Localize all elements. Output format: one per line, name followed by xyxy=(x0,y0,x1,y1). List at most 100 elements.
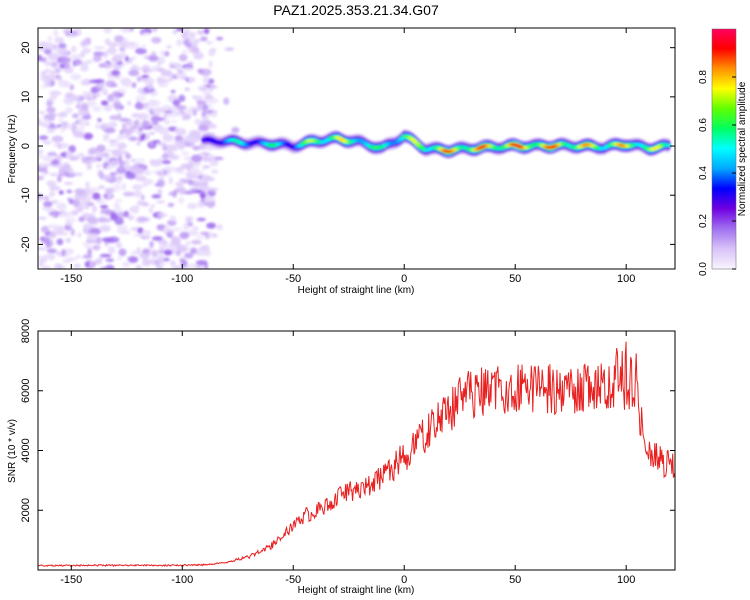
noise-cell xyxy=(54,36,62,44)
noise-cell xyxy=(191,154,203,163)
colorbar-band xyxy=(712,189,736,192)
noise-cell xyxy=(49,185,61,191)
noise-cell xyxy=(193,52,204,60)
noise-cell xyxy=(77,152,85,159)
noise-cell xyxy=(187,61,194,65)
colorbar-band xyxy=(712,123,736,126)
x-tick-label: -50 xyxy=(285,574,301,586)
colorbar-band xyxy=(712,119,736,122)
noise-cell xyxy=(128,136,138,142)
colorbar-band xyxy=(712,211,736,214)
colorbar-band xyxy=(712,105,736,108)
noise-cell xyxy=(41,173,46,178)
colorbar-band xyxy=(712,159,736,162)
noise-cell xyxy=(138,217,149,222)
noise-cell xyxy=(199,193,206,199)
noise-cell xyxy=(43,118,50,127)
heatmap-x-label: Height of straight line (km) xyxy=(298,285,415,296)
noise-cell xyxy=(167,143,174,151)
noise-cell xyxy=(165,45,173,49)
noise-cell xyxy=(58,190,64,195)
noise-cell xyxy=(206,222,217,229)
noise-cell xyxy=(70,53,82,60)
noise-cell xyxy=(119,77,132,86)
ridge-cell xyxy=(398,137,405,141)
noise-cell xyxy=(85,121,90,126)
noise-cell xyxy=(63,81,72,88)
noise-cell xyxy=(179,231,190,240)
noise-cell xyxy=(150,51,157,57)
colorbar-band xyxy=(712,93,736,96)
colorbar-band xyxy=(712,179,736,182)
noise-cell xyxy=(63,97,75,105)
noise-cell xyxy=(46,106,56,114)
noise-cell xyxy=(75,255,82,259)
colorbar-band xyxy=(712,265,736,268)
colorbar-band xyxy=(712,53,736,56)
noise-cell xyxy=(184,33,196,40)
noise-cell xyxy=(125,133,131,140)
noise-cell xyxy=(159,170,165,177)
noise-cell xyxy=(93,55,102,62)
noise-cell xyxy=(208,60,213,68)
colorbar-band xyxy=(712,169,736,172)
noise-cell xyxy=(181,115,189,121)
noise-cell xyxy=(141,74,150,79)
noise-cell xyxy=(89,94,95,101)
noise-cell xyxy=(200,251,205,256)
colorbar-band xyxy=(712,187,736,190)
noise-cell xyxy=(66,197,73,202)
noise-cell xyxy=(231,126,240,134)
noise-cell xyxy=(40,84,47,89)
noise-cell xyxy=(186,202,198,210)
noise-cell xyxy=(143,170,152,176)
colorbar-band xyxy=(712,209,736,212)
colorbar-band xyxy=(712,165,736,168)
colorbar-band xyxy=(712,227,736,230)
colorbar-tick-label: 0.0 xyxy=(698,262,709,276)
colorbar-band xyxy=(712,245,736,248)
colorbar-band xyxy=(712,57,736,60)
noise-cell xyxy=(196,100,207,105)
noise-cell xyxy=(182,222,190,231)
colorbar-band xyxy=(712,171,736,174)
noise-cell xyxy=(49,190,55,198)
noise-cell xyxy=(49,69,57,75)
noise-cell xyxy=(43,195,50,201)
noise-cell xyxy=(207,187,219,192)
colorbar-band xyxy=(712,75,736,78)
noise-cell xyxy=(53,141,59,148)
noise-cell xyxy=(48,211,60,217)
noise-cell xyxy=(131,82,137,89)
colorbar-band xyxy=(712,51,736,54)
noise-cell xyxy=(172,111,183,115)
noise-cell xyxy=(40,70,47,78)
colorbar-band xyxy=(712,233,736,236)
noise-cell xyxy=(163,225,170,233)
noise-cell xyxy=(122,150,129,155)
noise-cell xyxy=(116,175,124,181)
noise-cell xyxy=(187,136,199,144)
colorbar-band xyxy=(712,219,736,222)
noise-cell xyxy=(199,231,210,236)
noise-cell xyxy=(116,225,128,229)
colorbar-band xyxy=(712,139,736,142)
heatmap-noise-cloud xyxy=(38,28,240,269)
noise-cell xyxy=(156,179,165,188)
noise-cell xyxy=(103,217,112,223)
colorbar-band xyxy=(712,137,736,140)
colorbar-band xyxy=(712,41,736,44)
x-tick-label: -100 xyxy=(171,574,193,586)
noise-cell xyxy=(175,127,187,136)
noise-cell xyxy=(197,103,203,110)
noise-cell xyxy=(60,56,72,63)
colorbar-band xyxy=(712,113,736,116)
noise-cell xyxy=(148,131,156,135)
colorbar-band xyxy=(712,111,736,114)
x-tick-label: -150 xyxy=(60,273,82,285)
noise-cell xyxy=(162,144,167,152)
noise-cell xyxy=(151,65,159,72)
noise-cell xyxy=(114,198,123,203)
noise-cell xyxy=(143,77,155,85)
noise-cell xyxy=(168,62,178,67)
